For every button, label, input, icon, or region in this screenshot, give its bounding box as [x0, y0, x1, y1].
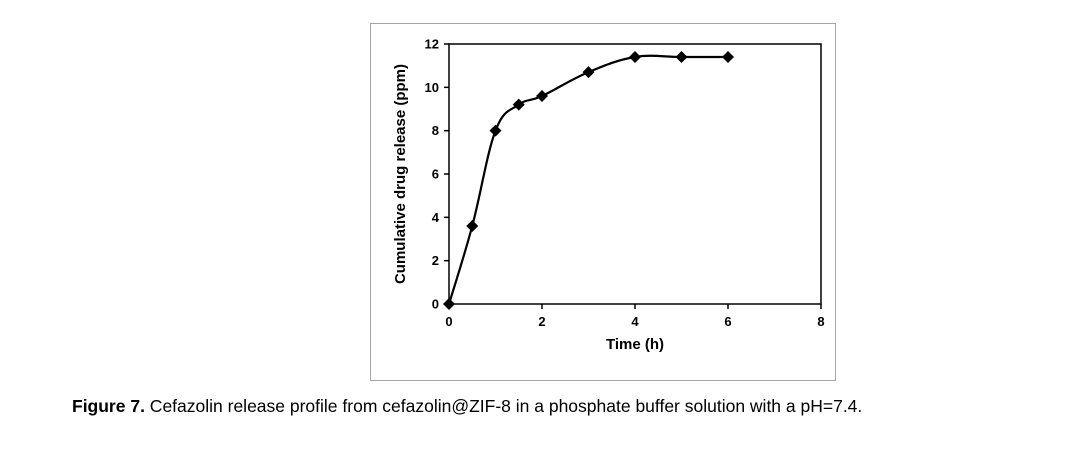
- figure-label: Figure 7.: [72, 396, 145, 416]
- x-tick-label: 0: [445, 314, 452, 329]
- data-point: [722, 51, 734, 63]
- data-point: [675, 51, 688, 63]
- figure-caption: Figure 7. Cefazolin release profile from…: [72, 396, 1072, 417]
- x-tick-label: 8: [817, 314, 824, 329]
- y-tick-label: 2: [432, 253, 439, 268]
- data-point: [582, 66, 595, 79]
- x-tick-label: 6: [724, 314, 731, 329]
- series-line: [447, 54, 728, 305]
- y-tick-label: 10: [425, 80, 439, 95]
- data-point: [629, 51, 641, 63]
- y-tick-label: 0: [432, 297, 439, 312]
- data-point: [443, 298, 455, 310]
- x-tick-label: 4: [631, 314, 639, 329]
- series-markers: [443, 51, 734, 310]
- chart-frame: 0 2 4 6 8 10 12 0 2 4 6 8 Time (h) Cumulative drug…: [370, 23, 836, 381]
- data-point: [489, 124, 502, 137]
- data-point: [536, 90, 548, 102]
- release-profile-chart: 0 2 4 6 8 10 12 0 2 4 6 8 Time (h) Cumulative drug…: [392, 37, 825, 354]
- y-tick-label: 6: [432, 167, 439, 182]
- y-tick-label: 8: [432, 123, 439, 138]
- x-axis-ticks: 0 2 4 6 8: [445, 304, 825, 329]
- x-axis-title: Time (h): [606, 336, 664, 353]
- y-tick-label: 4: [432, 210, 440, 225]
- data-point: [512, 98, 525, 111]
- y-tick-label: 12: [425, 37, 439, 52]
- y-axis-title: Cumulative drug release (ppm): [392, 64, 409, 284]
- y-axis-ticks: 0 2 4 6 8 10 12: [425, 37, 449, 312]
- data-point: [466, 220, 479, 232]
- figure-caption-text: Cefazolin release profile from cefazolin…: [144, 396, 863, 416]
- plot-area: [448, 43, 822, 305]
- x-tick-label: 2: [538, 314, 545, 329]
